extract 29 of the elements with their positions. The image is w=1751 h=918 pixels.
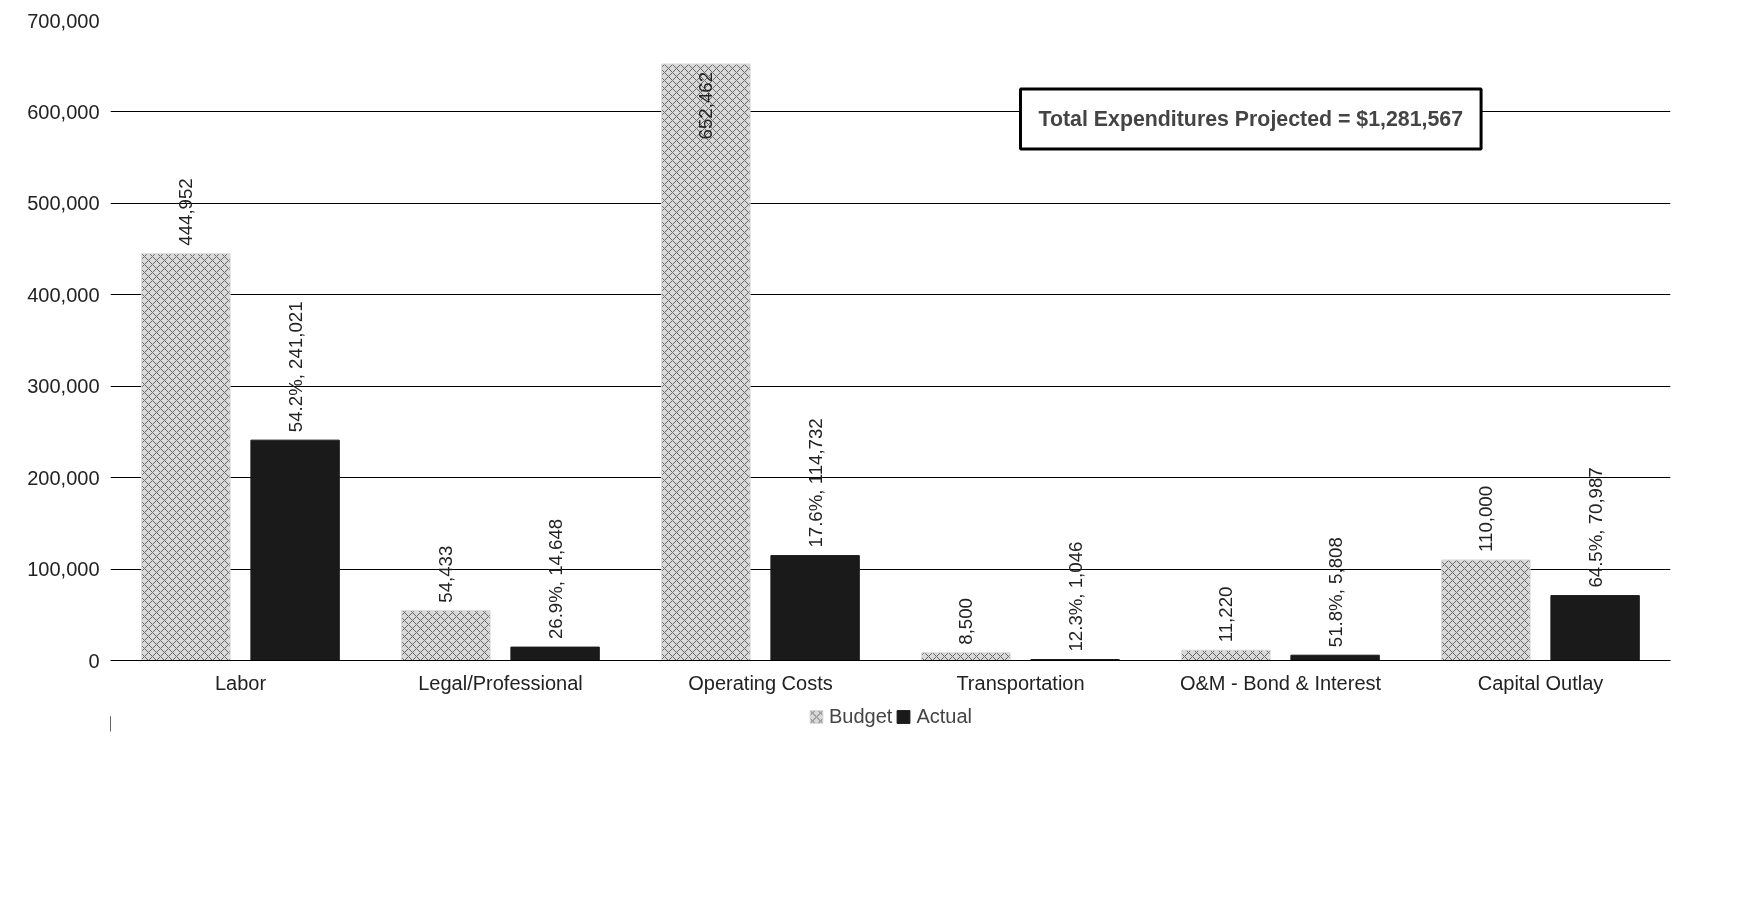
data-label: 652,462 [695, 71, 717, 140]
legend-label: Actual [916, 704, 972, 728]
annotation: Total Expenditures Projected = $1,281,567 [1038, 107, 1464, 132]
y-tick-label: 0 [88, 649, 100, 672]
x-tick-label: Labor [214, 671, 267, 694]
x-tick-label: Capital Outlay [1477, 671, 1604, 694]
x-tick-label: Legal/Professional [418, 671, 583, 694]
data-label: 444,952 [175, 178, 197, 246]
data-label: 11,220 [1215, 586, 1237, 643]
y-tick-label: 700,000 [27, 9, 100, 32]
data-label: 8,500 [955, 598, 977, 645]
y-tick-label: 600,000 [27, 100, 100, 123]
y-tick-label: 400,000 [27, 283, 100, 306]
data-label: 51.8%, 5,808 [1324, 537, 1346, 648]
data-label: 64.5%, 70,987 [1584, 467, 1606, 588]
y-tick-label: 500,000 [27, 192, 100, 215]
x-tick-label: Operating Costs [688, 671, 833, 694]
y-tick-label: 100,000 [27, 558, 100, 581]
x-tick-label: O&M - Bond & Interest [1179, 671, 1382, 694]
x-tick-label: Transportation [956, 671, 1085, 694]
data-label: 54.2%, 241,021 [284, 301, 306, 433]
y-tick-label: 300,000 [27, 375, 100, 398]
data-label: 26.9%, 14,648 [544, 518, 566, 640]
y-tick-label: 200,000 [27, 466, 100, 489]
data-label: 17.6%, 114,732 [804, 418, 826, 548]
data-label: 54,433 [435, 545, 457, 603]
data-label: 12.3%, 1,046 [1064, 541, 1086, 652]
legend-label: Budget [829, 704, 893, 728]
data-label: 110,000 [1475, 485, 1497, 552]
